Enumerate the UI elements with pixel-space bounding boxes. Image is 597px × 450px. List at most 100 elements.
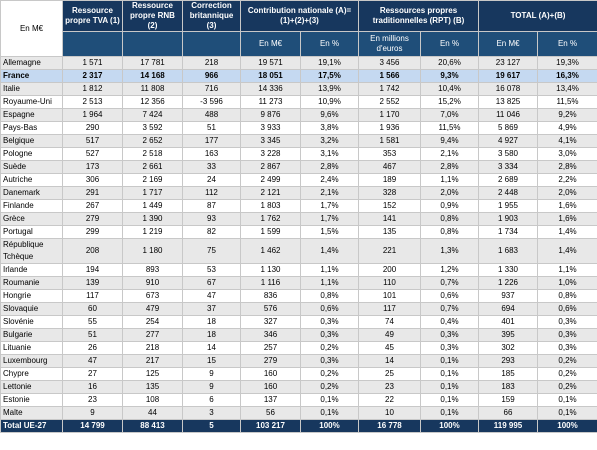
table-row: Grèce 279 1 390 93 1 762 1,7% 141 0,8% 1 903 1,6% [0, 212, 597, 226]
cell: 9,4% [420, 134, 479, 148]
cell: 53 [182, 263, 241, 277]
cell: 0,1% [420, 367, 479, 381]
empty-subheader [62, 31, 123, 57]
cell: 10,4% [420, 82, 479, 96]
table-row: Royaume-Uni 2 513 12 356 -3 596 11 273 10,9% 2… [0, 95, 597, 109]
cell: 1,0% [536, 276, 597, 290]
cell: 0,3% [300, 354, 359, 368]
column-header: Correction britannique (3) [182, 0, 241, 32]
cell: 19 617 [478, 69, 538, 83]
country-name: Pologne [0, 147, 63, 161]
cell: 22 [358, 393, 421, 407]
cell: 60 [62, 302, 123, 316]
cell: 279 [62, 212, 123, 226]
cell: 291 [62, 186, 123, 200]
total-cell: 100% [300, 419, 359, 433]
cell: 1,2% [420, 263, 479, 277]
country-name: Pays-Bas [0, 121, 63, 135]
total-cell: 103 217 [240, 419, 301, 433]
cell: 11,5% [536, 95, 597, 109]
table-row: Irlande 194 893 53 1 130 1,1% 200 1,2% 1 330 1,1% [0, 263, 597, 277]
country-name: Slovénie [0, 315, 63, 329]
cell: 13 825 [478, 95, 538, 109]
cell: 2 513 [62, 95, 123, 109]
cell: 0,2% [536, 367, 597, 381]
cell: 173 [62, 160, 123, 174]
cell: 185 [478, 367, 538, 381]
cell: 0,8% [420, 212, 479, 226]
cell: 0,2% [300, 380, 359, 394]
cell: 16 [62, 380, 123, 394]
country-name: Autriche [0, 173, 63, 187]
cell: 17,5% [300, 69, 359, 83]
cell: 1 812 [62, 82, 123, 96]
cell: 2,8% [536, 160, 597, 174]
cell: 18 051 [240, 69, 301, 83]
cell: 0,8% [300, 289, 359, 303]
cell: 14 168 [122, 69, 183, 83]
cell: 279 [240, 354, 301, 368]
cell: 9 [62, 406, 123, 420]
total-cell: 119 995 [478, 419, 538, 433]
cell: 1,3% [420, 238, 479, 264]
cell: 327 [240, 315, 301, 329]
empty-subheader [122, 31, 183, 57]
cell: 24 [182, 173, 241, 187]
cell: 694 [478, 302, 538, 316]
cell: 1 449 [122, 199, 183, 213]
cell: 1 566 [358, 69, 421, 83]
cell: 19 571 [240, 56, 301, 70]
cell: 160 [240, 367, 301, 381]
country-name: Estonie [0, 393, 63, 407]
cell: 23 127 [478, 56, 538, 70]
cell: 14 [182, 341, 241, 355]
subheader: En millions d'euros [358, 31, 421, 57]
cell: 3 933 [240, 121, 301, 135]
cell: 141 [358, 212, 421, 226]
cell: 0,9% [420, 199, 479, 213]
cell: 1 571 [62, 56, 123, 70]
cell: 1,4% [536, 225, 597, 239]
country-name: Chypre [0, 367, 63, 381]
cell: 14 [358, 354, 421, 368]
cell: 200 [358, 263, 421, 277]
group-header: TOTAL (A)+(B) [477, 0, 597, 32]
cell: 937 [478, 289, 538, 303]
country-name: Finlande [0, 199, 63, 213]
cell: 2,8% [420, 160, 479, 174]
country-name: Lituanie [0, 341, 63, 355]
cell: 0,3% [536, 328, 597, 342]
cell: 0,1% [536, 406, 597, 420]
cell: 0,6% [300, 302, 359, 316]
cell: 1,6% [536, 212, 597, 226]
cell: 3 334 [478, 160, 538, 174]
cell: 1 180 [122, 238, 183, 264]
cell: 328 [358, 186, 421, 200]
subheader: En M€ [478, 31, 538, 57]
table-row: Danemark 291 1 717 112 2 121 2,1% 328 2,0% 2 448… [0, 186, 597, 200]
cell: 299 [62, 225, 123, 239]
cell: 14 336 [240, 82, 301, 96]
cell: 0,8% [420, 225, 479, 239]
cell: 19,1% [300, 56, 359, 70]
table-row: Lituanie 26 218 14 257 0,2% 45 0,3% 302 0,3% [0, 341, 597, 355]
cell: 1 903 [478, 212, 538, 226]
table-row: France 2 317 14 168 966 18 051 17,5% 1 566 9,3%… [0, 69, 597, 83]
cell: 9 [182, 380, 241, 394]
cell: 11 046 [478, 108, 538, 122]
table-row: Hongrie 117 673 47 836 0,8% 101 0,6% 937 0,8% [0, 289, 597, 303]
cell: 5 869 [478, 121, 538, 135]
country-name: Allemagne [0, 56, 63, 70]
cell: 67 [182, 276, 241, 290]
cell: 135 [358, 225, 421, 239]
cell: 2 661 [122, 160, 183, 174]
cell: 23 [62, 393, 123, 407]
country-name: Suède [0, 160, 63, 174]
cell: 108 [122, 393, 183, 407]
country-name: Portugal [0, 225, 63, 239]
cell: 189 [358, 173, 421, 187]
cell: 218 [122, 341, 183, 355]
table-row: Roumanie 139 910 67 1 116 1,1% 110 0,7% 1 226 1,0… [0, 276, 597, 290]
cell: 1 964 [62, 108, 123, 122]
cell: 9 [182, 367, 241, 381]
